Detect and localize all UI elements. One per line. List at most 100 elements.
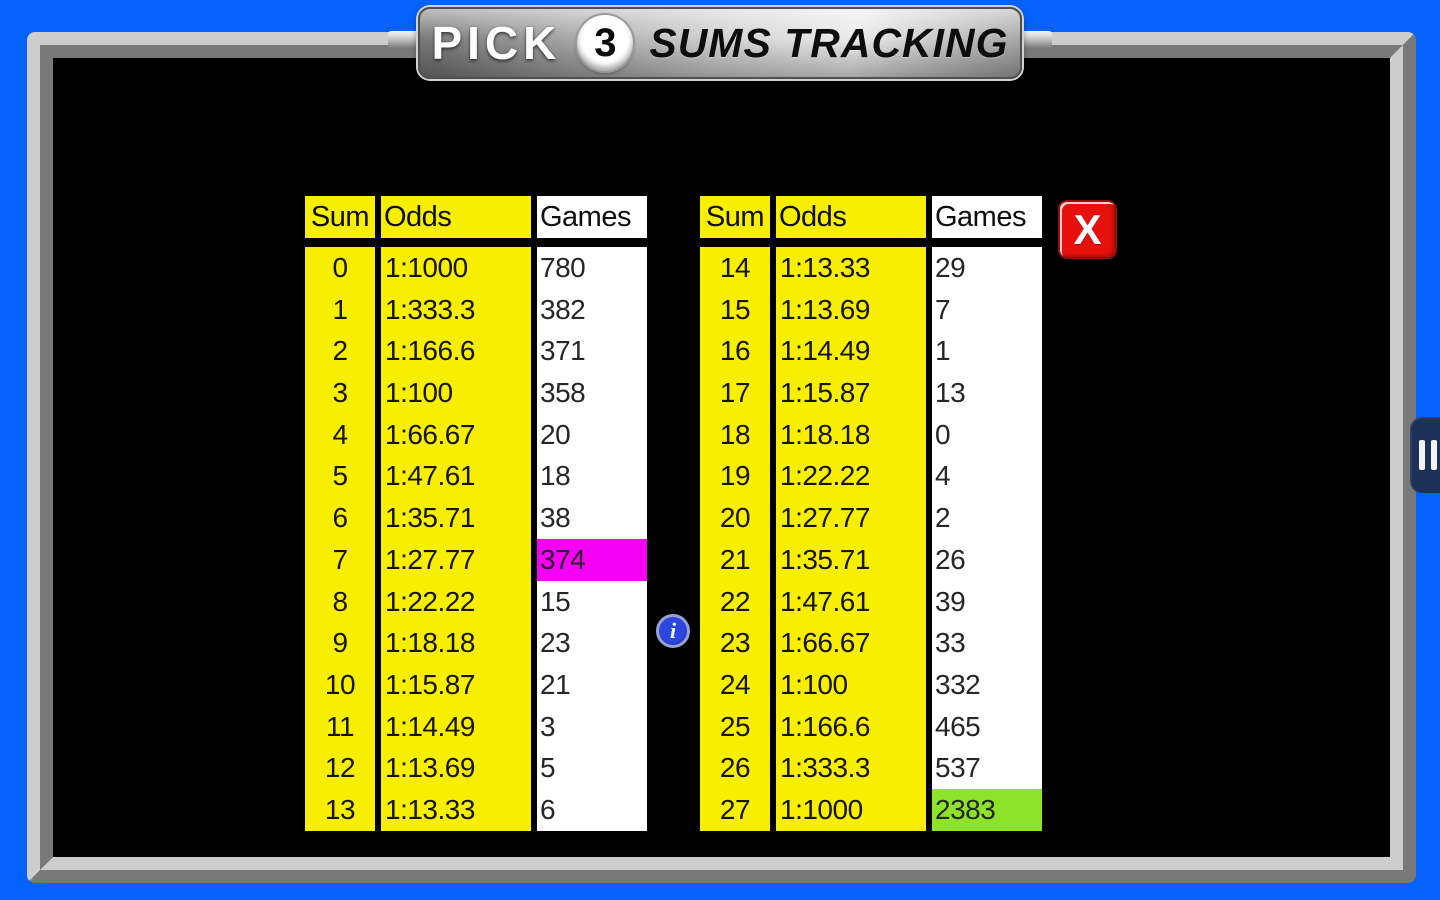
pick3-number-badge: 3 (577, 15, 634, 71)
table-cell: 0 (332, 251, 348, 283)
table-cell: 1:1000 (385, 251, 468, 283)
table-cell: 332 (935, 669, 981, 701)
table-cell: 2 (935, 502, 951, 534)
table-cell: 1 (332, 293, 348, 325)
table-cell-highlighted: 2383 (932, 789, 1042, 832)
table-cell: 371 (540, 335, 586, 367)
sum-column: 14 15 16 17 18 19 20 21 22 23 24 25 26 27 (700, 247, 770, 831)
banner-pick-label: PICK (431, 17, 562, 69)
table-cell: 1:22.22 (780, 460, 870, 492)
table-cell: 25 (719, 710, 751, 742)
table-cell: 8 (332, 585, 348, 617)
pause-icon (1431, 440, 1437, 470)
table-cell: 1:13.33 (780, 251, 870, 283)
table-cell: 780 (540, 251, 586, 283)
table-cell: 21 (719, 543, 751, 575)
table-cell: 1:47.61 (780, 585, 870, 617)
odds-column: 1:1000 1:333.3 1:166.6 1:100 1:66.67 1:47.61 1… (381, 247, 531, 831)
table-cell: 1:15.87 (780, 377, 870, 409)
table-cell: 1:100 (780, 669, 848, 701)
table-cell: 1:66.67 (385, 418, 475, 450)
sums-table-right: Sum Odds Games 14 15 16 17 18 19 20 21 22 23 24 25 2… (700, 196, 1042, 832)
table-cell: 1:27.77 (385, 543, 475, 575)
column-header-odds: Odds (776, 196, 926, 238)
table-cell: 2 (332, 335, 348, 367)
table-cell: 1:14.49 (780, 335, 870, 367)
table-cell: 1:15.87 (385, 669, 475, 701)
games-column: 780 382 371 358 20 18 38 374 15 23 21 3 5 6 (537, 247, 647, 831)
table-cell: 1:13.69 (385, 752, 475, 784)
table-cell: 1:18.18 (385, 627, 475, 659)
table-cell: 465 (935, 710, 981, 742)
table-cell: 1:27.77 (780, 502, 870, 534)
table-cell: 1:333.3 (385, 293, 475, 325)
badge-number: 3 (594, 20, 617, 65)
close-button[interactable]: X (1060, 202, 1115, 257)
table-cell: 39 (935, 585, 966, 617)
table-cell: 1:22.22 (385, 585, 475, 617)
table-cell-highlighted: 374 (537, 539, 647, 581)
table-cell: 13 (935, 377, 966, 409)
table-cell: 13 (324, 794, 356, 826)
table-cell: 1:333.3 (780, 752, 870, 784)
table-cell: 38 (540, 502, 571, 534)
table-cell: 1:13.33 (385, 794, 475, 826)
column-header-sum: Sum (700, 196, 770, 238)
table-cell: 1:47.61 (385, 460, 475, 492)
table-cell: 29 (935, 251, 966, 283)
table-cell: 5 (540, 752, 556, 784)
table-cell: 1:166.6 (385, 335, 475, 367)
table-cell: 7 (332, 543, 348, 575)
table-cell: 10 (324, 669, 356, 701)
table-cell: 6 (540, 794, 556, 826)
table-cell: 9 (332, 627, 348, 659)
table-cell: 16 (719, 335, 751, 367)
table-cell: 3 (540, 710, 556, 742)
table-cell: 5 (332, 460, 348, 492)
banner-connector-right (1018, 31, 1052, 48)
table-cell: 1:14.49 (385, 710, 475, 742)
banner-connector-left (388, 31, 422, 48)
table-cell: 382 (540, 293, 586, 325)
table-cell: 1:100 (385, 377, 453, 409)
table-cell: 1:66.67 (780, 627, 870, 659)
table-cell: 537 (935, 752, 981, 784)
table-cell: 17 (719, 377, 751, 409)
table-cell: 3 (332, 377, 348, 409)
games-column: 29 7 1 13 0 4 2 26 39 33 332 465 537 2383 (932, 247, 1042, 832)
table-cell: 0 (935, 418, 951, 450)
table-cell: 23 (540, 627, 571, 659)
table-cell: 18 (719, 418, 751, 450)
odds-column: 1:13.33 1:13.69 1:14.49 1:15.87 1:18.18 1:22.… (776, 247, 926, 831)
column-header-odds: Odds (381, 196, 531, 238)
table-cell: 15 (540, 585, 571, 617)
table-cell: 1:18.18 (780, 418, 870, 450)
table-cell: 12 (324, 752, 356, 784)
table-cell: 20 (719, 502, 751, 534)
column-header-games: Games (537, 196, 647, 238)
pause-icon (1419, 440, 1425, 470)
table-cell: 358 (540, 377, 586, 409)
info-icon[interactable]: i (656, 614, 690, 648)
table-cell: 21 (540, 669, 571, 701)
title-banner: PICK 3 SUMS TRACKING (418, 7, 1022, 79)
table-cell: 1:1000 (780, 794, 863, 826)
table-cell: 7 (935, 293, 951, 325)
table-cell: 1:35.71 (385, 502, 475, 534)
table-cell: 1 (935, 335, 951, 367)
table-cell: 26 (719, 752, 751, 784)
page-title: SUMS TRACKING (649, 19, 1009, 66)
column-header-sum: Sum (305, 196, 375, 238)
column-header-games: Games (932, 196, 1042, 238)
table-cell: 1:13.69 (780, 293, 870, 325)
pause-handle[interactable] (1410, 417, 1440, 493)
table-cell: 6 (332, 502, 348, 534)
table-cell: 22 (719, 585, 751, 617)
table-cell: 11 (325, 710, 355, 742)
table-cell: 20 (540, 418, 571, 450)
sums-table-left: Sum Odds Games 0 1 2 3 4 5 6 7 8 9 10 11 12 13 1:1000… (305, 196, 647, 831)
table-cell: 23 (719, 627, 751, 659)
table-cell: 24 (719, 669, 751, 701)
table-cell: 1:166.6 (780, 710, 870, 742)
